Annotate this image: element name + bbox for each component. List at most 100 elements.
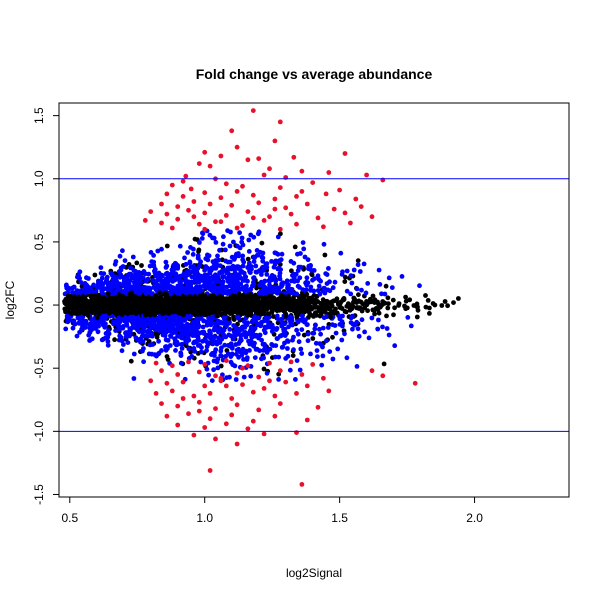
data-point-black	[300, 297, 305, 303]
data-point-blue	[332, 279, 338, 285]
data-point-blue	[169, 267, 175, 273]
data-point-blue	[159, 286, 165, 291]
data-point-black	[357, 305, 363, 311]
data-point-red	[240, 183, 245, 189]
data-point-blue	[285, 289, 291, 295]
y-tick-label: 1.5	[32, 107, 46, 124]
data-point-blue	[154, 277, 160, 283]
data-point-black	[63, 297, 69, 303]
data-point-red	[218, 219, 224, 225]
data-point-blue	[163, 265, 169, 270]
data-point-blue	[139, 323, 145, 329]
data-point-red	[175, 216, 181, 222]
data-point-red	[223, 181, 229, 187]
data-point-blue	[210, 351, 215, 356]
data-point-blue	[213, 240, 219, 245]
data-point-blue	[294, 358, 300, 363]
data-point-blue	[257, 282, 262, 288]
data-point-blue	[155, 324, 161, 330]
data-point-blue	[139, 319, 145, 325]
data-point-black	[191, 303, 197, 309]
data-point-black	[265, 311, 271, 317]
data-point-blue	[91, 282, 96, 288]
data-point-blue	[246, 249, 252, 254]
data-point-red	[272, 206, 278, 212]
data-point-blue	[228, 265, 234, 271]
data-point-blue	[386, 275, 392, 281]
data-point-blue	[299, 327, 305, 332]
data-point-blue	[125, 340, 131, 345]
data-point-blue	[118, 273, 124, 279]
data-point-blue	[342, 331, 347, 337]
y-tick-label: 1.0	[32, 170, 46, 187]
data-point-blue	[350, 313, 355, 319]
data-point-blue	[298, 251, 303, 256]
data-point-blue	[295, 331, 301, 337]
data-point-blue	[225, 259, 231, 265]
data-point-red	[240, 382, 245, 387]
data-point-red	[169, 388, 175, 394]
data-point-red	[191, 214, 197, 220]
data-point-blue	[113, 259, 119, 264]
data-point-blue	[278, 267, 283, 272]
data-point-red	[159, 201, 164, 207]
data-point-black	[151, 312, 157, 317]
data-point-black	[282, 306, 288, 312]
data-point-blue	[159, 246, 164, 252]
data-point-blue	[179, 346, 185, 351]
data-point-blue	[204, 348, 210, 353]
data-point-blue	[147, 342, 153, 348]
data-point-black	[164, 292, 170, 297]
data-point-black	[430, 301, 436, 306]
data-point-blue	[236, 282, 242, 288]
data-point-blue	[222, 342, 228, 348]
data-point-red	[196, 399, 202, 405]
data-point-black	[391, 312, 396, 318]
data-point-blue	[298, 346, 304, 352]
data-point-blue	[174, 265, 180, 271]
data-point-black	[423, 304, 429, 310]
data-point-blue	[148, 333, 154, 339]
data-point-blue	[191, 325, 197, 330]
data-point-black	[172, 304, 178, 310]
data-point-black	[128, 358, 134, 364]
data-point-blue	[313, 322, 318, 328]
data-point-blue	[95, 329, 101, 335]
data-point-black	[239, 305, 244, 311]
data-point-blue	[284, 278, 290, 284]
data-point-black	[415, 307, 421, 313]
data-point-blue	[192, 333, 198, 338]
data-point-black	[383, 283, 389, 289]
data-point-blue	[208, 331, 213, 336]
data-point-black	[106, 310, 112, 316]
data-point-blue	[326, 266, 331, 271]
data-point-blue	[392, 343, 398, 349]
data-point-blue	[333, 330, 339, 336]
data-point-blue	[254, 346, 260, 352]
data-point-blue	[300, 240, 306, 246]
data-point-blue	[325, 287, 331, 293]
data-point-red	[223, 213, 229, 218]
data-point-red	[331, 206, 337, 212]
data-point-blue	[84, 275, 89, 281]
data-point-red	[207, 201, 213, 207]
data-point-black	[271, 314, 276, 319]
data-point-blue	[183, 261, 189, 267]
data-point-red	[277, 401, 283, 406]
data-point-red	[207, 391, 213, 396]
data-point-blue	[291, 347, 296, 353]
data-point-blue	[247, 260, 252, 266]
data-point-blue	[199, 288, 205, 294]
data-point-red	[256, 156, 262, 162]
data-point-black	[188, 294, 194, 300]
data-point-blue	[173, 348, 178, 353]
y-axis-label: log2FC	[3, 280, 17, 319]
data-point-blue	[120, 283, 126, 289]
data-point-red	[229, 128, 235, 134]
data-point-blue	[320, 344, 325, 350]
data-point-blue	[293, 271, 299, 277]
data-point-blue	[332, 323, 338, 328]
data-point-black	[101, 306, 107, 311]
data-point-black	[208, 302, 214, 308]
data-point-black	[384, 313, 389, 319]
